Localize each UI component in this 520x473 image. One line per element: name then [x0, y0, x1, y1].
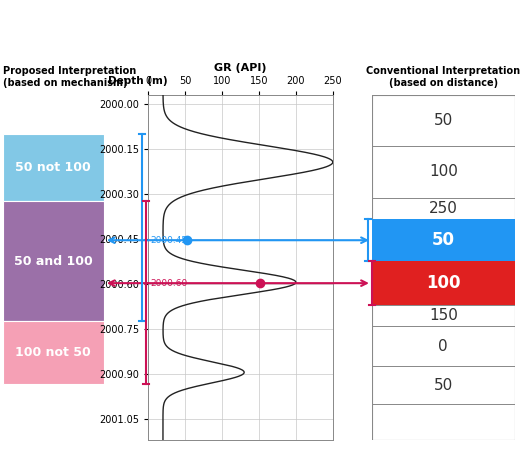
Text: 50 not 100: 50 not 100	[16, 161, 91, 174]
Text: 100: 100	[429, 165, 458, 179]
Bar	[3, 201, 104, 321]
Text: 50: 50	[434, 113, 453, 128]
Text: 100 not 50: 100 not 50	[16, 346, 91, 359]
Text: 50: 50	[432, 231, 455, 249]
Text: 100: 100	[426, 274, 461, 292]
Text: 150: 150	[429, 308, 458, 323]
Text: 2000.60: 2000.60	[150, 279, 188, 288]
Text: Depth (m): Depth (m)	[108, 76, 167, 86]
Text: 50: 50	[434, 377, 453, 393]
X-axis label: GR (API): GR (API)	[214, 63, 267, 73]
Text: Proposed Interpretation
(based on mechanism): Proposed Interpretation (based on mechan…	[3, 66, 136, 88]
Text: 50 and 100: 50 and 100	[14, 255, 93, 268]
Text: Conventional Interpretation
(based on distance): Conventional Interpretation (based on di…	[366, 66, 520, 88]
Text: 2000.45: 2000.45	[150, 236, 188, 245]
Text: 0: 0	[438, 339, 448, 353]
Bar	[372, 219, 515, 261]
Bar	[372, 261, 515, 305]
Text: 250: 250	[429, 201, 458, 216]
Bar	[3, 321, 104, 385]
Bar	[3, 134, 104, 201]
